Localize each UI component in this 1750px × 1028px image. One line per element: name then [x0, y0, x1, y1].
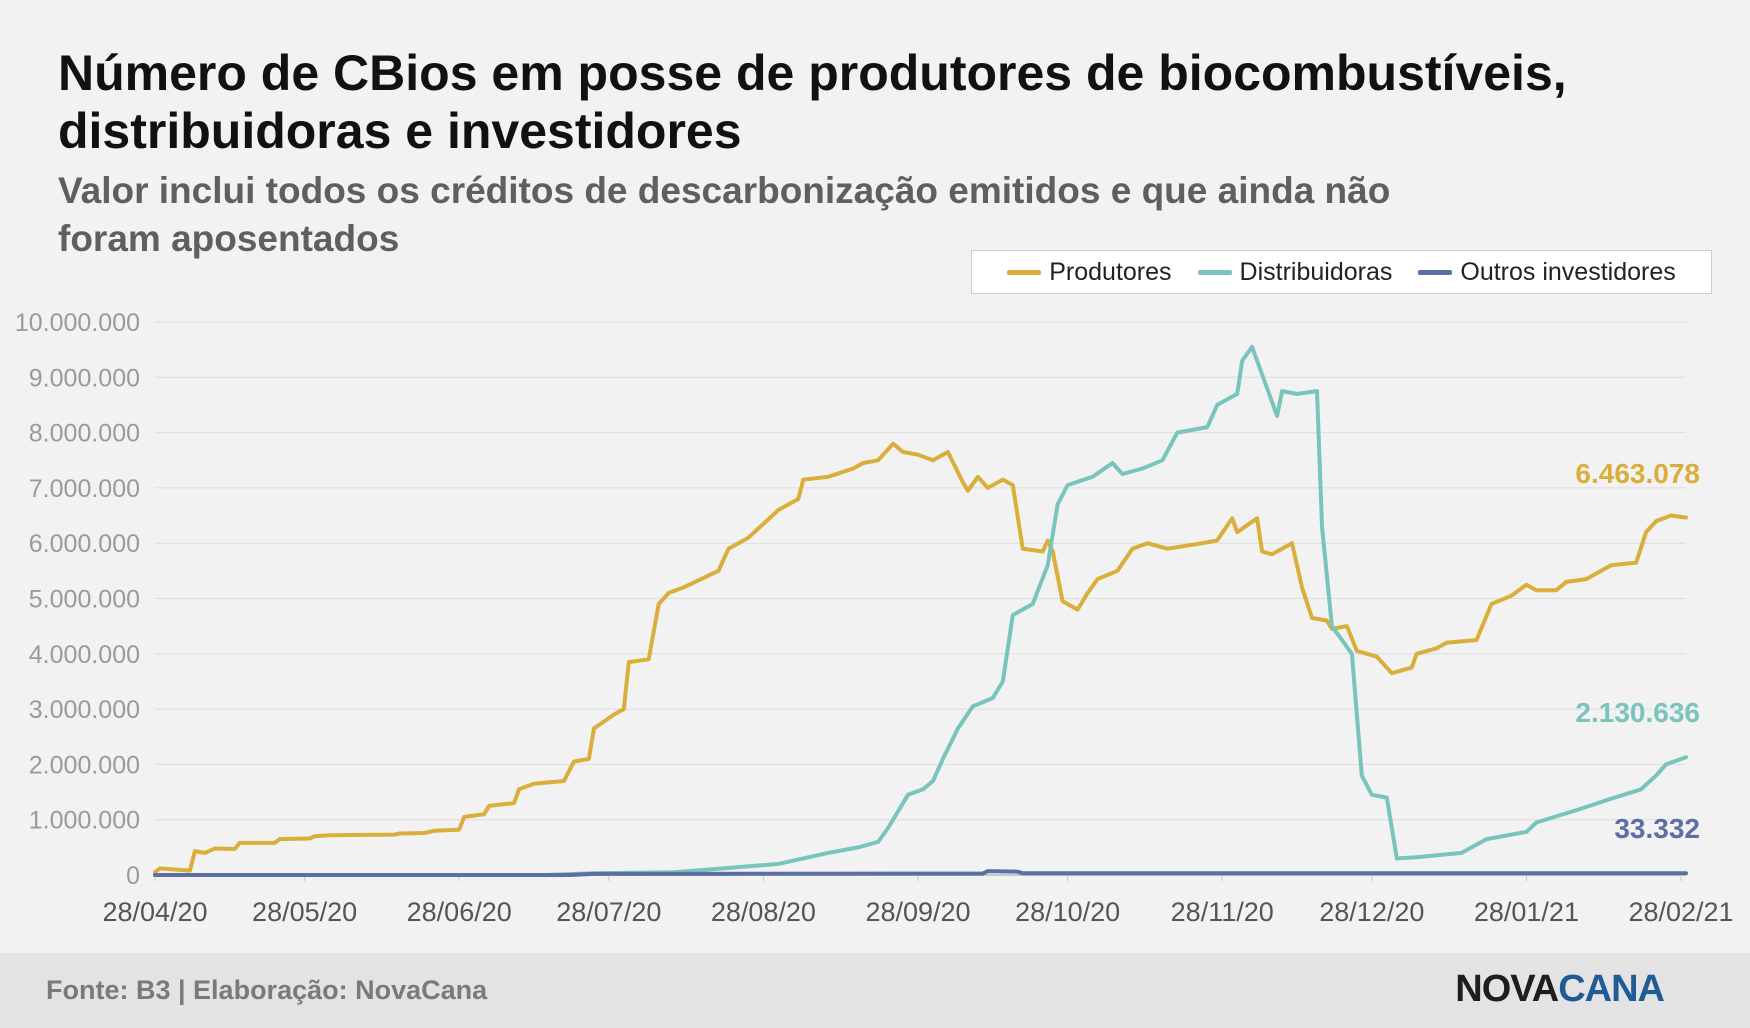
legend-label-outros: Outros investidores: [1460, 257, 1676, 286]
legend-item-distribuidoras: Distribuidoras: [1197, 257, 1393, 287]
y-tick-label: 0: [126, 862, 140, 890]
end-label-outros: 33.332: [1614, 813, 1700, 844]
end-value-labels: 6.463.078 2.130.636 33.332: [1575, 458, 1700, 844]
y-tick-label: 6.000.000: [29, 530, 140, 558]
end-label-distribuidoras: 2.130.636: [1575, 697, 1700, 728]
x-tick-label: 28/10/20: [1015, 897, 1120, 927]
y-tick-label: 9.000.000: [29, 364, 140, 392]
x-tick-label: 28/06/20: [407, 897, 512, 927]
x-tick-label: 28/09/20: [865, 897, 970, 927]
y-tick-label: 3.000.000: [29, 696, 140, 724]
x-axis-ticks: 28/04/20 28/05/20 28/06/20 28/07/20 28/08/20…: [102, 875, 1734, 927]
x-tick-label: 28/04/20: [102, 897, 207, 927]
end-label-produtores: 6.463.078: [1575, 458, 1700, 489]
series-line-distribuidoras: [153, 344, 1688, 877]
novacana-logo: NOVACANA: [1455, 968, 1665, 1011]
legend-label-distribuidoras: Distribuidoras: [1239, 257, 1393, 286]
logo-text-cana: CANA: [1558, 968, 1665, 1010]
y-axis-ticks: 0 1.000.000 2.000.000 3.000.000 4.000.000 5.0…: [15, 309, 140, 890]
x-tick-label: 28/11/20: [1171, 897, 1274, 927]
legend-item-produtores: Produtores: [1007, 257, 1172, 287]
legend-swatch-outros: [1418, 269, 1453, 275]
y-tick-label: 4.000.000: [29, 641, 140, 669]
chart-title: Número de CBios em posse de produtores d…: [58, 45, 1567, 159]
legend-label-produtores: Produtores: [1049, 257, 1172, 286]
x-tick-label: 28/02/21: [1628, 897, 1733, 927]
x-tick-label: 28/07/20: [556, 897, 661, 927]
y-tick-label: 7.000.000: [29, 475, 140, 503]
legend-swatch-produtores: [1007, 269, 1042, 275]
y-tick-label: 10.000.000: [15, 309, 140, 337]
logo-text-nova: NOVA: [1455, 968, 1559, 1010]
series-line-outros: [153, 869, 1688, 877]
series-line-produtores: [153, 441, 1688, 875]
x-tick-label: 28/12/20: [1319, 897, 1424, 927]
y-tick-label: 8.000.000: [29, 420, 140, 448]
chart-legend: Produtores Distribuidoras Outros investi…: [971, 250, 1712, 294]
line-chart: 0 1.000.000 2.000.000 3.000.000 4.000.000 5.0…: [15, 309, 1734, 927]
y-tick-label: 5.000.000: [29, 586, 140, 614]
footer-bar: Fonte: B3 | Elaboração: NovaCana NOVACAN…: [0, 953, 1750, 1028]
y-tick-label: 1.000.000: [29, 807, 140, 835]
x-tick-label: 28/08/20: [711, 897, 816, 927]
legend-item-outros: Outros investidores: [1418, 257, 1676, 287]
y-tick-label: 2.000.000: [29, 751, 140, 779]
series-lines: [153, 344, 1688, 877]
source-credit: Fonte: B3 | Elaboração: NovaCana: [46, 975, 488, 1005]
x-tick-label: 28/05/20: [252, 897, 357, 927]
chart-subtitle: Valor inclui todos os créditos de descar…: [58, 170, 1391, 259]
legend-swatch-distribuidoras: [1197, 269, 1232, 275]
x-tick-label: 28/01/21: [1474, 897, 1579, 927]
